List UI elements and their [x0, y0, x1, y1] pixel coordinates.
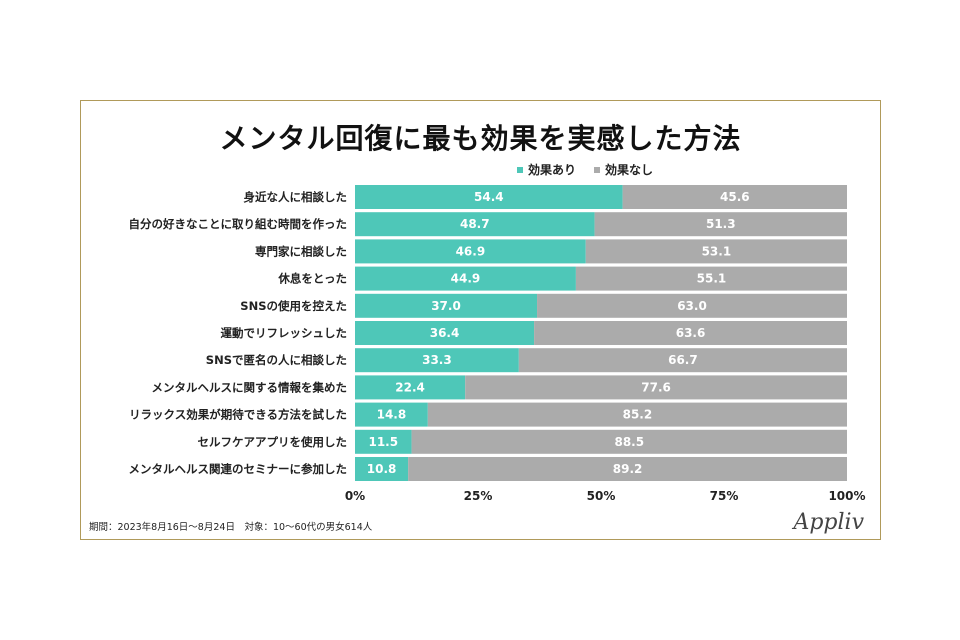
legend-label-effective: 効果あり	[528, 163, 577, 177]
legend-item-effective: 効果あり	[517, 161, 576, 178]
data-label-not-effective: 88.5	[614, 435, 644, 449]
bar-effective	[355, 348, 519, 373]
footer-note: 期間：2023年8月16日～8月24日 対象：10～60代の男女614人	[89, 522, 373, 533]
data-label-effective: 14.8	[377, 408, 407, 422]
category-label: 専門家に相談した	[255, 244, 347, 258]
legend-swatch-effective	[517, 166, 523, 173]
bar-effective	[355, 212, 595, 237]
bar-effective	[355, 293, 538, 318]
data-label-effective: 22.4	[395, 380, 425, 394]
legend: 効果あり 効果なし	[517, 161, 653, 178]
bar-not-effective	[594, 212, 847, 237]
bar-not-effective	[465, 375, 847, 400]
bar-not-effective	[411, 429, 847, 454]
category-label: 運動でリフレッシュした	[221, 326, 348, 340]
data-label-not-effective: 63.0	[677, 299, 707, 313]
data-label-not-effective: 55.1	[697, 272, 727, 286]
category-label: メンタルヘルス関連のセミナーに参加した	[129, 462, 348, 476]
chart-frame: メンタル回復に最も効果を実感した方法 効果あり 効果なし 身近な人に相談した 54…	[80, 100, 881, 540]
x-tick-label: 0%	[345, 489, 365, 503]
data-label-effective: 37.0	[431, 299, 461, 313]
category-label: 休息をとった	[277, 272, 347, 286]
x-tick-label: 25%	[464, 489, 493, 503]
data-label-effective: 48.7	[460, 217, 490, 231]
category-label: セルフケアアプリを使用した	[198, 435, 348, 449]
data-label-not-effective: 77.6	[641, 380, 671, 394]
bar-effective	[355, 321, 535, 345]
bar-effective	[355, 185, 623, 209]
bar-effective	[355, 375, 466, 400]
category-label: 身近な人に相談した	[244, 190, 348, 204]
data-label-not-effective: 53.1	[702, 244, 732, 258]
data-label-not-effective: 66.7	[668, 353, 698, 367]
bar-not-effective	[427, 402, 847, 427]
data-label-effective: 10.8	[367, 462, 397, 476]
bar-chart: 身近な人に相談した 54.4 45.6 自分の好きなことに取り組む時間を作った 48.7…	[129, 185, 866, 503]
data-label-effective: 36.4	[430, 326, 460, 340]
category-label: SNSの使用を控えた	[240, 299, 347, 313]
data-label-effective: 33.3	[422, 353, 452, 367]
bar-not-effective	[408, 457, 847, 481]
chart-title: メンタル回復に最も効果を実感した方法	[219, 122, 742, 155]
data-label-not-effective: 63.6	[676, 326, 706, 340]
category-label: リラックス効果が期待できる方法を試した	[129, 408, 347, 422]
bar-effective	[355, 402, 428, 427]
bar-effective	[355, 266, 576, 291]
category-label: SNSで匿名の人に相談した	[206, 353, 347, 367]
bar-not-effective	[534, 321, 847, 345]
x-tick-label: 100%	[828, 489, 865, 503]
data-label-not-effective: 51.3	[706, 217, 736, 231]
x-tick-label: 75%	[710, 489, 739, 503]
data-label-not-effective: 89.2	[613, 462, 643, 476]
x-tick-label: 50%	[587, 489, 616, 503]
bar-not-effective	[537, 293, 847, 318]
bar-effective	[355, 239, 586, 264]
category-label: メンタルヘルスに関する情報を集めた	[152, 380, 348, 394]
bar-effective	[355, 457, 409, 481]
data-label-effective: 44.9	[451, 272, 481, 286]
data-label-effective: 46.9	[456, 244, 486, 258]
bar-effective	[355, 429, 412, 454]
data-label-effective: 54.4	[474, 190, 504, 204]
legend-swatch-not-effective	[594, 166, 601, 173]
data-label-not-effective: 85.2	[623, 408, 653, 422]
legend-item-not-effective: 効果なし	[594, 161, 653, 178]
bar-not-effective	[622, 185, 847, 209]
bar-not-effective	[575, 266, 847, 291]
bar-not-effective	[585, 239, 847, 264]
data-label-not-effective: 45.6	[720, 190, 750, 204]
legend-label-not-effective: 効果なし	[605, 163, 654, 177]
category-label: 自分の好きなことに取り組む時間を作った	[129, 217, 348, 231]
bar-not-effective	[518, 348, 847, 373]
appliv-logo: Appliv	[793, 510, 864, 535]
data-label-effective: 11.5	[368, 435, 398, 449]
